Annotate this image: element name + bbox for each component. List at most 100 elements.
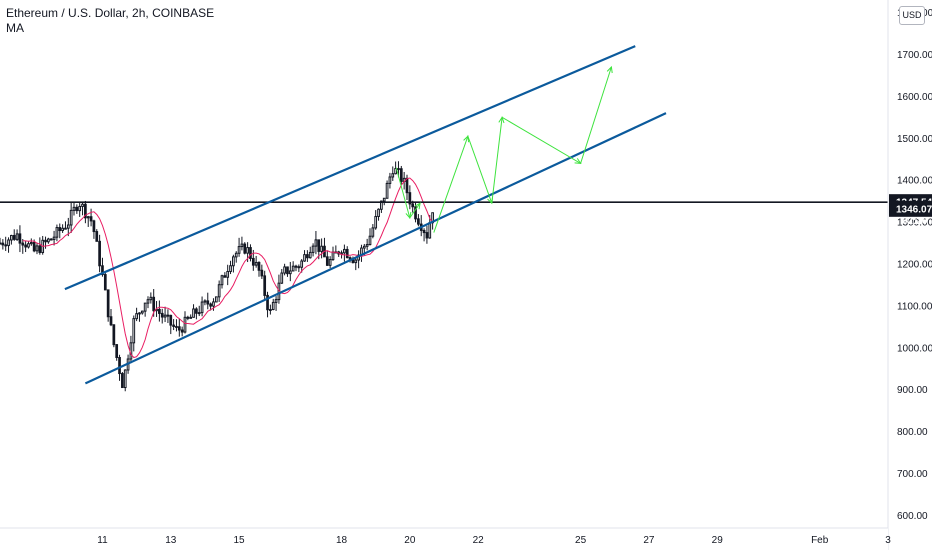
candle-body <box>274 299 278 303</box>
projection-path[interactable] <box>433 66 612 233</box>
price-tick-label: 1000.00 <box>897 343 932 354</box>
candle-body <box>152 296 156 312</box>
candle-body <box>254 261 258 266</box>
candle-body <box>354 259 358 264</box>
time-tick-label: 15 <box>234 535 246 546</box>
candle-body <box>283 266 286 274</box>
candle-body <box>172 324 175 327</box>
candle-body <box>106 289 110 318</box>
candle-body <box>52 236 56 240</box>
candle-body <box>103 274 107 291</box>
channel-upper-line[interactable] <box>64 45 636 291</box>
candle-body <box>249 247 252 259</box>
candle-body <box>24 244 27 248</box>
candle-body <box>394 168 397 175</box>
candle-body <box>175 325 178 328</box>
candle-body <box>195 308 198 314</box>
symbol-title[interactable]: Ethereum / U.S. Dollar, 2h, COINBASE <box>6 6 215 20</box>
candle-body <box>27 243 30 248</box>
indicator-label[interactable]: MA <box>6 21 24 35</box>
price-tick-label: 1100.00 <box>897 301 932 312</box>
candle-body <box>320 245 323 252</box>
candle-body <box>317 239 321 252</box>
time-tick-label: 25 <box>575 535 587 546</box>
price-tick-label: 1600.00 <box>897 92 932 103</box>
candle-body <box>325 256 329 266</box>
candle-body <box>160 312 164 318</box>
candle-body <box>260 269 264 277</box>
candle-body <box>98 240 101 267</box>
candle-body <box>55 227 59 238</box>
projection-arrowhead <box>405 211 412 220</box>
price-tick-label: 1200.00 <box>897 260 932 271</box>
candle-body <box>314 239 318 247</box>
candle-body <box>21 242 25 246</box>
candle-body <box>377 208 380 217</box>
candle-body <box>95 231 99 242</box>
time-axis-bg <box>0 528 888 550</box>
candle-body <box>388 176 392 184</box>
projection-arrowhead <box>487 197 493 205</box>
candle-body <box>209 303 212 307</box>
candle-body <box>428 222 432 239</box>
candle-body <box>72 206 76 211</box>
candle-body <box>328 259 332 266</box>
candle-body <box>92 220 96 233</box>
candle-body <box>44 239 47 243</box>
candle-body <box>183 316 187 333</box>
price-tick-label: 700.00 <box>897 469 928 480</box>
moving-average-line <box>22 177 434 359</box>
candle-body <box>232 256 235 267</box>
candle-body <box>180 329 184 333</box>
time-tick-label: 27 <box>643 535 655 546</box>
candle-body <box>69 209 73 226</box>
candle-body <box>308 251 312 259</box>
candle-body <box>140 310 144 314</box>
candle-body <box>399 168 403 183</box>
candle-body <box>0 242 2 245</box>
time-axis[interactable]: 11 13 15 18 20 22 25 27 29 Feb 3 <box>97 535 891 546</box>
candle-body <box>123 369 127 389</box>
candle-body <box>331 251 335 261</box>
candle-body <box>291 265 295 272</box>
candle-body <box>391 173 395 178</box>
candle-body <box>226 270 230 278</box>
candle-body <box>58 227 62 232</box>
candle-body <box>12 234 16 240</box>
candle-body <box>49 238 53 241</box>
channel-lower-line[interactable] <box>84 112 667 385</box>
chart-legend: Ethereum / U.S. Dollar, 2h, COINBASE MA <box>6 6 214 36</box>
projection-arrowhead <box>574 158 582 164</box>
candle-body <box>1 242 5 246</box>
candle-body <box>197 312 201 315</box>
price-tick-label: 600.00 <box>897 511 928 522</box>
currency-button[interactable]: USD <box>899 6 925 25</box>
candle-body <box>89 216 93 222</box>
price-tick-label: 1400.00 <box>897 176 932 187</box>
candle-body <box>186 316 190 319</box>
candle-body <box>263 275 267 296</box>
candle-body <box>18 233 22 244</box>
candle-body <box>297 266 301 269</box>
time-tick-label: 18 <box>336 535 348 546</box>
candle-body <box>66 224 70 229</box>
candle-body <box>340 252 343 255</box>
candle-body <box>166 314 170 317</box>
candle-body <box>280 272 284 284</box>
candle-body <box>288 270 292 275</box>
candle-body <box>29 242 33 245</box>
candle-body <box>397 168 400 171</box>
candle-body <box>286 266 289 275</box>
candle-body <box>84 203 87 219</box>
candle-body <box>425 232 429 239</box>
candle-body <box>163 314 167 318</box>
candle-body <box>217 284 221 298</box>
candle-body <box>143 302 147 312</box>
candle-body <box>212 301 215 307</box>
price-tick-label: 900.00 <box>897 385 928 396</box>
time-tick-label: 22 <box>473 535 485 546</box>
candle-body <box>362 245 366 249</box>
candle-body <box>234 252 238 258</box>
candle-body <box>251 257 255 266</box>
